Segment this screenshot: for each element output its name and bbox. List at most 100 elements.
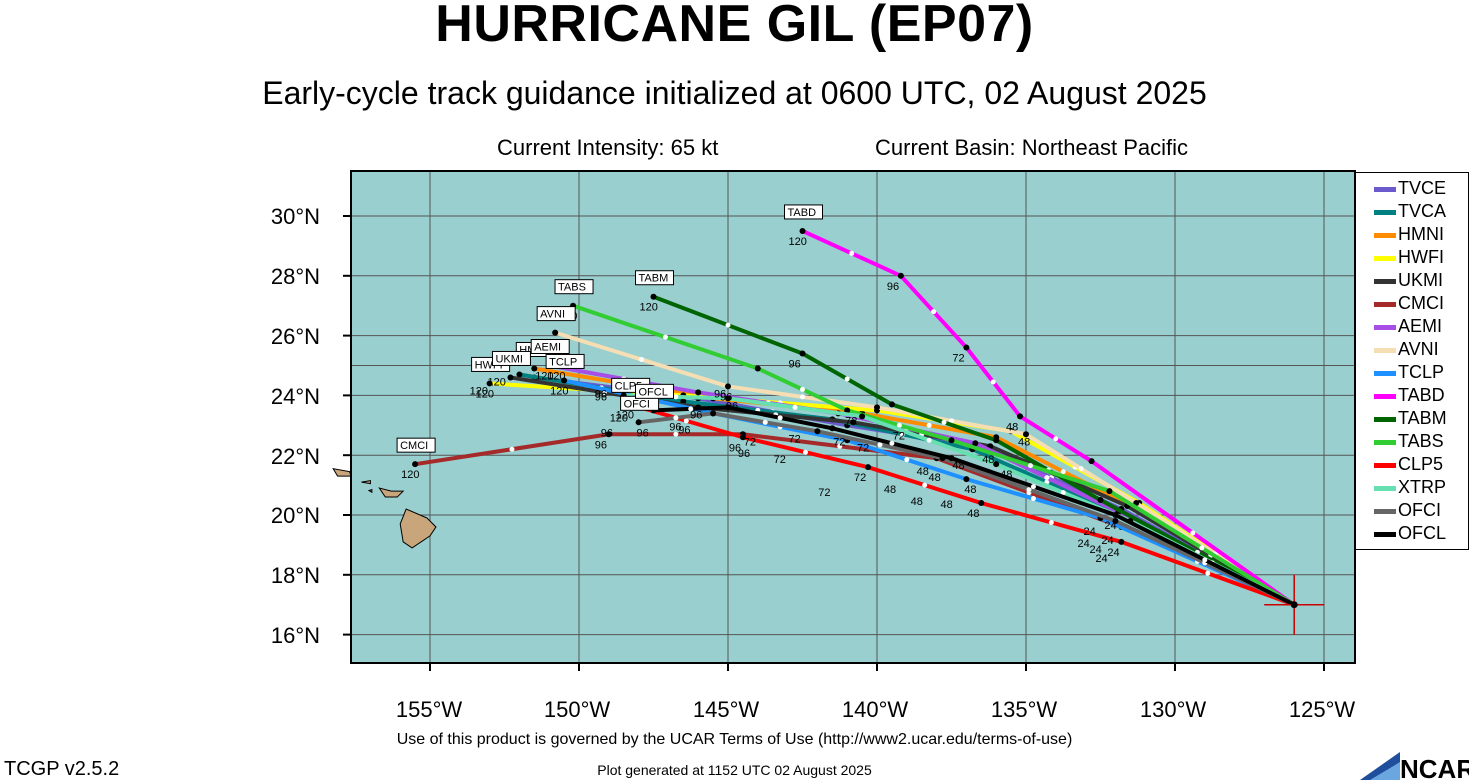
model-end-labels: HMNIHWFIUKMICMCIAEMIAVNITCLPTABDTABMTABS… [396, 204, 823, 453]
track-point [859, 413, 866, 420]
end-label-box [396, 437, 436, 453]
legend-swatch [1374, 394, 1396, 399]
lon-label-125: 125°W [1288, 697, 1356, 722]
storm-center [1290, 601, 1298, 609]
track-midpoint [1190, 530, 1196, 536]
hour-label: 24 [1089, 544, 1101, 556]
hour-label: 96 [887, 281, 899, 293]
terms-of-use: Use of this product is governed by the U… [396, 731, 1073, 748]
legend-swatch [1374, 463, 1396, 468]
lat-label-22: 22°N [270, 444, 320, 469]
end-label-ofcl: OFCL [639, 386, 668, 398]
track-point [850, 419, 857, 426]
hour-label: 48 [917, 466, 929, 478]
hour-label: 120 [547, 371, 565, 383]
hour-label: 96 [678, 424, 690, 436]
end-label-box [545, 353, 585, 369]
end-label-tclp: TCLP [549, 356, 577, 368]
hour-label: 96 [738, 448, 750, 460]
legend-swatch [1374, 440, 1396, 445]
legend-label: CMCI [1398, 293, 1444, 313]
storm-position-marker [1264, 574, 1325, 635]
legend-swatch [1374, 325, 1396, 330]
hour-label: 48 [952, 460, 964, 472]
track-midpoint [1202, 557, 1208, 563]
track-point [650, 293, 657, 300]
track-midpoint [1048, 519, 1054, 525]
legend-label: HWFI [1398, 247, 1444, 267]
legend-item-clp5: CLP5 [1356, 453, 1468, 475]
hour-label: 120 [789, 236, 807, 248]
current-basin: Current Basin: Northeast Pacific [875, 135, 1189, 160]
track-point [754, 365, 761, 372]
hour-label: 120 [401, 469, 419, 481]
track-midpoint [1060, 469, 1066, 475]
hour-label: 24 [1101, 535, 1113, 547]
legend-item-hwfi: HWFI [1356, 246, 1468, 268]
track-point [1023, 431, 1029, 438]
legend-item-avni: AVNI [1356, 338, 1468, 360]
legend-swatch [1374, 233, 1396, 238]
legend-label: TABM [1398, 408, 1447, 428]
track-point [710, 410, 717, 417]
track-point [552, 329, 559, 336]
hour-label: 24 [1104, 520, 1116, 532]
model-legend: TVCE TVCA HMNI HWFI UKMI CMCI AEMI AVNI TCLP TABD… [1355, 172, 1469, 550]
legend-item-ofci: OFCI [1356, 499, 1468, 521]
hour-label: 72 [789, 433, 801, 445]
legend-label: CLP5 [1398, 454, 1444, 474]
legend-swatch [1374, 279, 1396, 284]
track-point [948, 437, 955, 444]
track-midpoint [1060, 490, 1066, 496]
hour-label: 96 [669, 421, 681, 433]
lat-label-18: 18°N [270, 563, 320, 588]
track-point [1088, 458, 1095, 465]
track-point [972, 440, 979, 447]
track-midpoint [922, 482, 928, 488]
legend-label: AVNI [1398, 339, 1439, 359]
track-point [1017, 413, 1024, 420]
track-point [1097, 497, 1104, 504]
hour-label: 48 [1000, 469, 1012, 481]
hour-label: 24 [1084, 526, 1096, 538]
hour-label: 48 [911, 496, 923, 508]
track-midpoint [1030, 496, 1036, 502]
hour-label: 72 [893, 430, 905, 442]
lat-label-20: 20°N [270, 503, 320, 528]
end-label-avni: AVNI [540, 309, 565, 321]
hour-label: 48 [929, 472, 941, 484]
track-midpoint [800, 386, 805, 392]
track-midpoint [800, 394, 805, 400]
track-midpoint [673, 415, 679, 421]
end-label-cmci: CMCI [400, 440, 428, 452]
track-midpoint [926, 437, 932, 443]
track-midpoint [941, 419, 947, 425]
legend-item-tvca: TVCA [1356, 200, 1468, 222]
hour-label: 72 [833, 436, 845, 448]
legend-item-tabd: TABD [1356, 384, 1468, 406]
end-label-aemi: AEMI [534, 342, 561, 354]
legend-label: TCLP [1398, 362, 1445, 382]
hour-label: 48 [1006, 421, 1018, 433]
track-point [605, 431, 612, 438]
end-label-box [635, 270, 674, 286]
end-label-box [530, 339, 570, 354]
lon-label-130: 130°W [1139, 697, 1207, 722]
legend-label: HMNI [1398, 224, 1444, 244]
track-midpoint [904, 457, 910, 463]
track-point [1106, 488, 1113, 495]
lat-label-16: 16°N [270, 623, 320, 648]
track-midpoint [673, 431, 679, 437]
track-midpoint [683, 418, 689, 424]
track-midpoint [792, 404, 798, 410]
track-point [725, 404, 731, 411]
track-midpoint [1053, 436, 1059, 442]
legend-swatch [1374, 509, 1396, 514]
track-point [739, 434, 746, 441]
hour-label: 96 [726, 400, 738, 412]
end-label-box [491, 350, 531, 366]
hour-label: 72 [818, 487, 830, 499]
legend-swatch [1374, 486, 1396, 491]
legend-swatch [1374, 371, 1396, 376]
hour-label: 48 [982, 454, 994, 466]
